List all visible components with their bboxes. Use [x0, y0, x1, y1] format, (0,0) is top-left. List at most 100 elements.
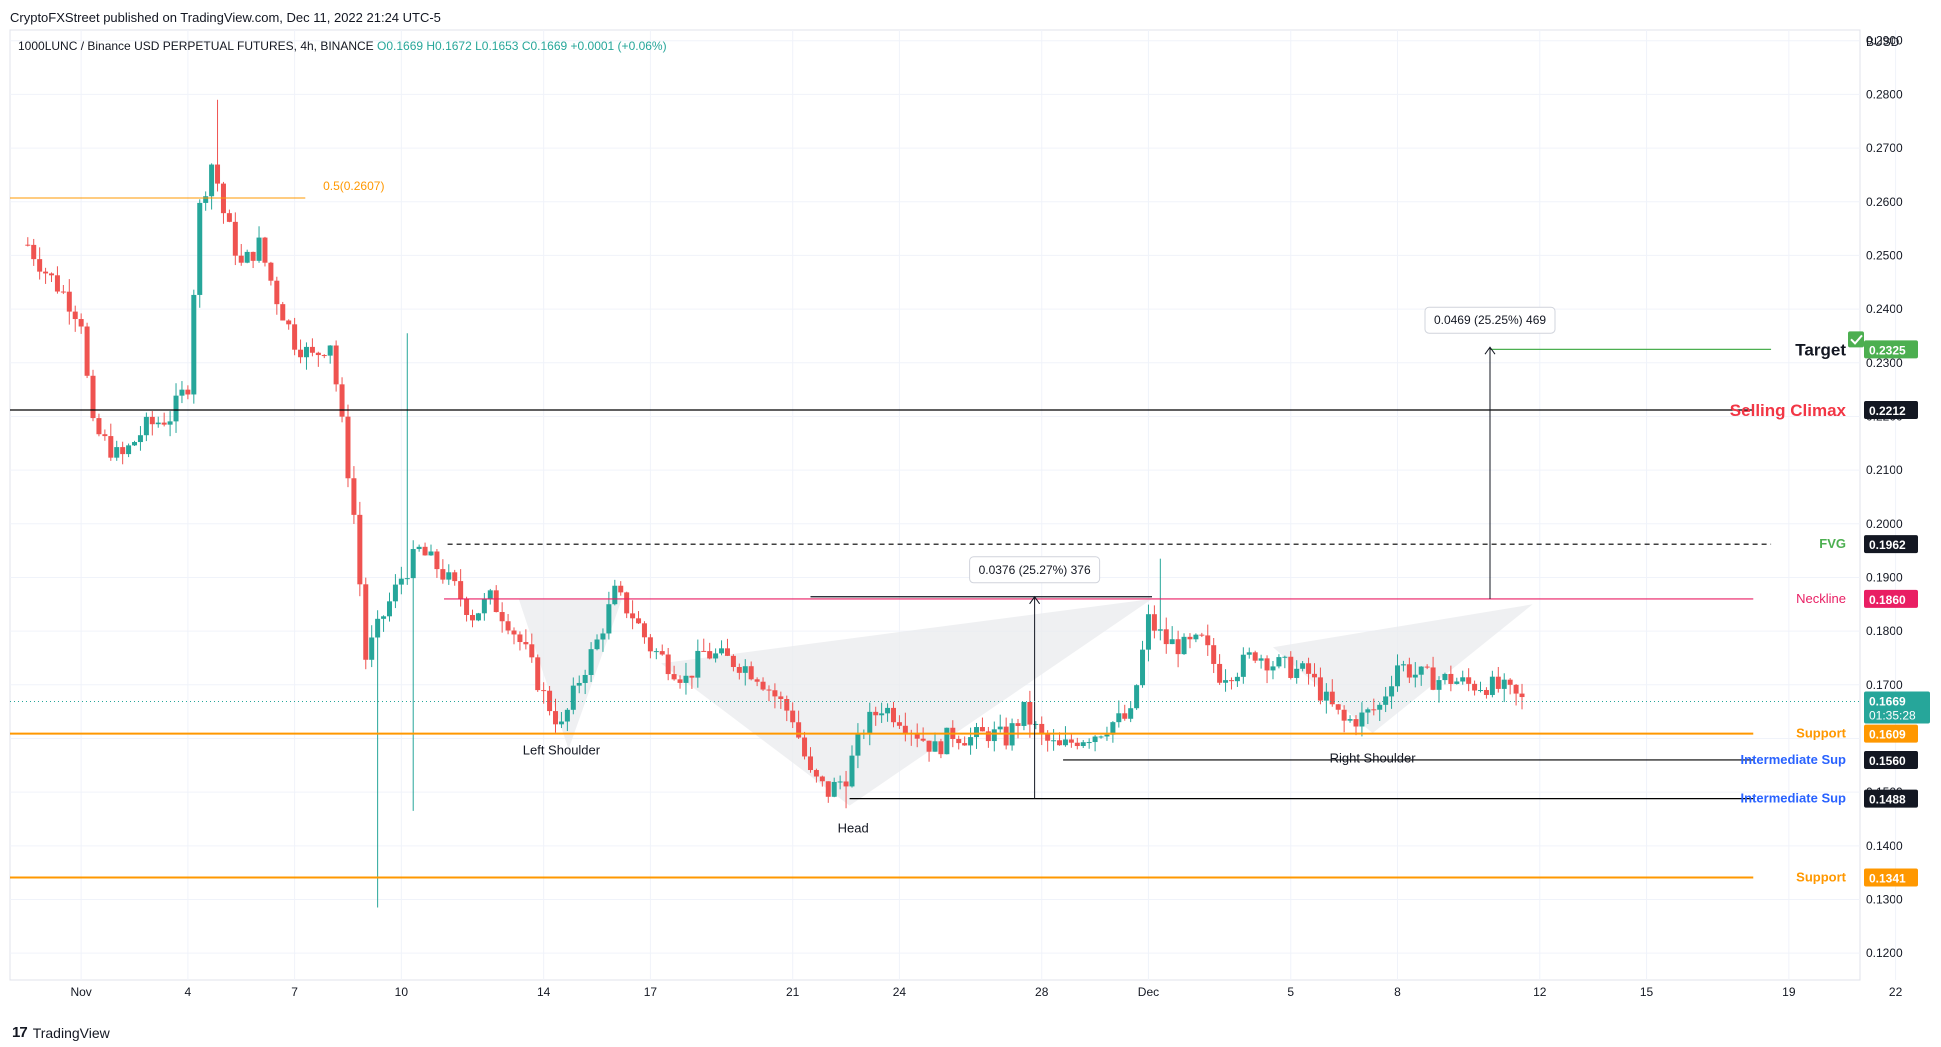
candle-body: [760, 681, 766, 690]
y-tick-label: 0.1300: [1866, 892, 1903, 906]
candle-body: [825, 781, 831, 797]
candle-body: [1436, 680, 1442, 690]
level-price-tag-text: 0.1962: [1869, 538, 1906, 552]
candle-body: [1205, 635, 1211, 646]
candle-body: [143, 416, 149, 436]
symbol-header: 1000LUNC / Binance USD PERPETUAL FUTURES…: [18, 39, 667, 53]
candle-body: [1424, 666, 1430, 668]
candle-body: [1335, 704, 1341, 710]
candle-body: [404, 578, 410, 580]
publisher-line: CryptoFXStreet published on TradingView.…: [10, 10, 441, 25]
symbol-line-part: C0.1669: [522, 39, 571, 53]
candle-body: [1294, 668, 1300, 678]
candle-body: [1288, 656, 1294, 678]
symbol-line-part: O0.1669: [377, 39, 426, 53]
candle-body: [1460, 677, 1466, 682]
candle-body: [1448, 673, 1454, 684]
y-tick-label: 0.1700: [1866, 678, 1903, 692]
x-tick-label: 10: [395, 985, 409, 999]
candle-body: [339, 384, 345, 417]
candle-body: [926, 740, 932, 752]
level-price-tag-text: 0.1609: [1869, 728, 1906, 742]
candle-body: [1282, 656, 1288, 658]
x-tick-label: 28: [1035, 985, 1049, 999]
candle-body: [1062, 739, 1068, 746]
x-tick-label: 7: [291, 985, 298, 999]
candle-body: [766, 689, 772, 691]
candle-body: [238, 255, 244, 263]
candle-body: [1140, 649, 1146, 686]
candle-body: [120, 447, 126, 455]
candle-body: [1507, 679, 1513, 685]
candle-body: [1395, 665, 1400, 687]
candle-body: [1223, 680, 1229, 683]
candle-body: [1466, 677, 1472, 684]
candle-body: [321, 355, 327, 357]
candle-body: [1365, 709, 1371, 713]
candle-body: [1122, 713, 1128, 719]
symbol-line: 1000LUNC / Binance USD PERPETUAL FUTURES…: [18, 39, 667, 53]
candle-body: [286, 320, 292, 325]
candle-body: [576, 682, 582, 686]
candle-body: [1323, 691, 1329, 701]
candle-body: [1501, 679, 1507, 689]
level-label: Intermediate Sup: [1741, 752, 1847, 767]
candle-body: [873, 711, 879, 716]
symbol-line-part: 1000LUNC / Binance USD PERPETUAL FUTURES…: [18, 39, 377, 53]
candle-body: [54, 275, 60, 292]
candle-body: [49, 273, 55, 276]
candle-body: [1181, 636, 1187, 655]
candle-body: [582, 674, 588, 683]
candle-body: [422, 546, 428, 556]
x-tick-label: 24: [893, 985, 907, 999]
candle-body: [268, 262, 274, 281]
candle-body: [1145, 614, 1151, 650]
candle-body: [564, 709, 570, 722]
candle-body: [855, 733, 861, 756]
level-price-tag-text: 0.1488: [1869, 793, 1906, 807]
candle-body: [523, 642, 529, 645]
x-tick-label: Dec: [1138, 985, 1159, 999]
candle-body: [1045, 734, 1051, 741]
candle-body: [1163, 629, 1169, 645]
candle-body: [1027, 701, 1033, 725]
x-tick-label: 5: [1287, 985, 1294, 999]
y-tick-label: 0.2800: [1866, 87, 1903, 101]
candle-body: [226, 213, 232, 222]
symbol-line-part: H0.1672: [426, 39, 475, 53]
candle-body: [1306, 663, 1312, 674]
candle-body: [1519, 693, 1525, 698]
y-tick-label: 0.2300: [1866, 356, 1903, 370]
candle-body: [137, 435, 143, 443]
candle-body: [215, 164, 221, 184]
candle-body: [991, 729, 997, 742]
level-price-tag: [1864, 589, 1918, 608]
candle-body: [813, 770, 819, 777]
candle-body: [736, 667, 742, 673]
candle-body: [428, 551, 434, 556]
candle-body: [1051, 740, 1057, 742]
x-tick-label: 8: [1394, 985, 1401, 999]
level-price-tag: [1864, 868, 1918, 887]
current-price-value: 0.1669: [1869, 694, 1906, 708]
x-tick-label: 12: [1533, 985, 1547, 999]
candle-body: [1086, 742, 1092, 744]
symbol-line-part: L0.1653: [475, 39, 522, 53]
candle-body: [25, 244, 31, 246]
level-price-tag: [1864, 535, 1918, 554]
candle-body: [742, 666, 748, 673]
candle-body: [719, 648, 725, 654]
current-price-tag: [1864, 691, 1930, 724]
measure-box: [1424, 306, 1556, 334]
candle-body: [1383, 696, 1389, 705]
candle-body: [43, 271, 49, 274]
candle-body: [730, 655, 736, 668]
candle-body: [1483, 690, 1489, 695]
y-tick-label: 0.2600: [1866, 195, 1903, 209]
candle-body: [647, 637, 653, 652]
candle-body: [458, 581, 464, 599]
candle-body: [867, 711, 873, 734]
candle-body: [191, 294, 197, 395]
candle-body: [695, 650, 701, 678]
